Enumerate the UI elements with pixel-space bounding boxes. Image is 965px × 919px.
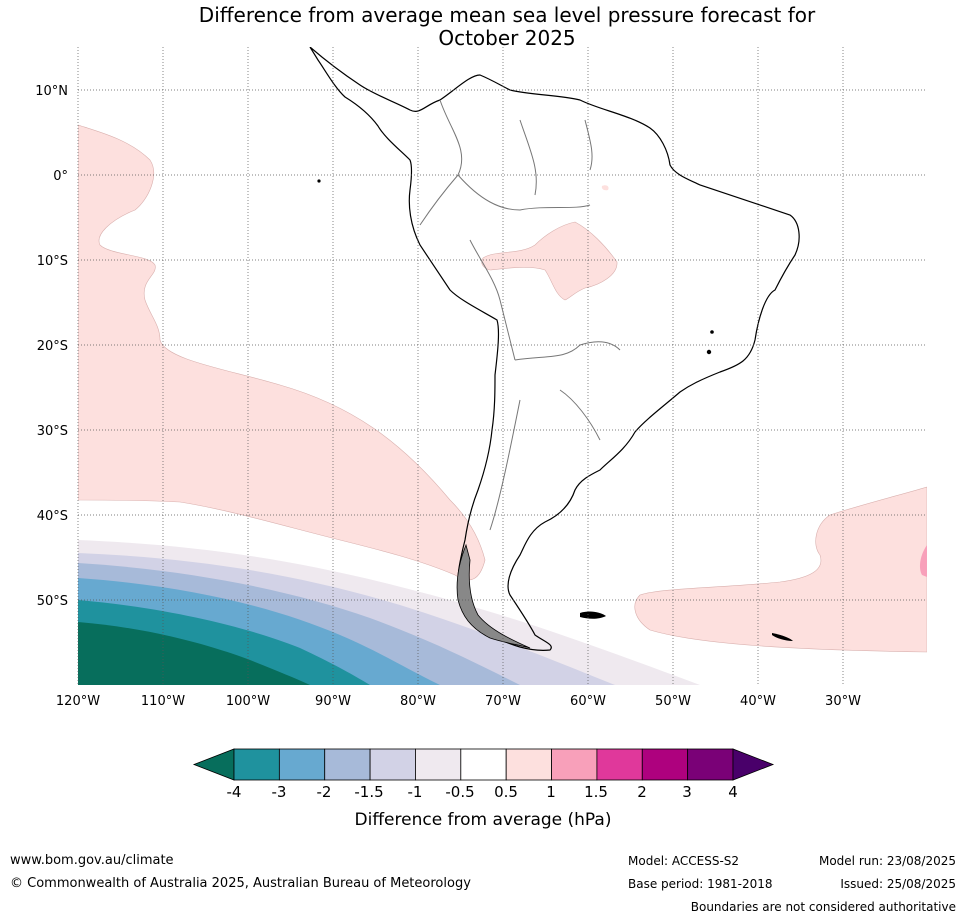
latitude-labels: 10°N 0° 10°S 20°S 30°S 40°S 50°S xyxy=(35,84,68,609)
colorbar-segment xyxy=(551,748,598,781)
lon-label: 50°W xyxy=(655,694,691,709)
band-pos-east-core xyxy=(919,545,927,577)
patagonia-archipelago xyxy=(456,543,531,649)
colorbar-segment xyxy=(641,748,689,781)
lat-label: 0° xyxy=(53,169,68,184)
colorbar-extend-low xyxy=(192,748,235,781)
title-line-1: Difference from average mean sea level p… xyxy=(198,3,816,27)
lon-label: 60°W xyxy=(570,694,606,709)
colorbar-tick: 3 xyxy=(682,783,692,801)
colorbar-tick: 2 xyxy=(637,783,647,801)
band-pos-amazon xyxy=(481,221,618,301)
lat-label: 10°N xyxy=(35,84,68,99)
colorbar-segment xyxy=(460,748,507,781)
colorbar-segment xyxy=(324,748,371,781)
country-borders xyxy=(419,99,621,531)
colorbar-segment xyxy=(687,748,734,781)
lon-label: 100°W xyxy=(226,694,270,709)
south-america-outline xyxy=(309,47,800,651)
lon-label: 80°W xyxy=(400,694,436,709)
colorbar-tick: 1 xyxy=(546,783,556,801)
colorbar-legend xyxy=(192,748,775,781)
boundaries-disclaimer: Boundaries are not considered authoritat… xyxy=(690,900,956,914)
colorbar-segment xyxy=(505,748,552,781)
longitude-labels: 120°W 110°W 100°W 90°W 80°W 70°W 60°W 50… xyxy=(56,694,861,709)
lat-label: 10°S xyxy=(37,254,68,269)
band-pos-west xyxy=(78,124,486,581)
lon-label: 110°W xyxy=(141,694,185,709)
colorbar-segment xyxy=(596,748,643,781)
band-pos-east xyxy=(634,486,927,653)
colorbar-tick: -1 xyxy=(408,783,423,801)
colorbar-tick-labels: -4 -3 -2 -1.5 -1 -0.5 0.5 1 1.5 2 3 4 xyxy=(227,783,738,801)
colorbar-segment xyxy=(278,748,326,781)
colorbar-tick: -2 xyxy=(317,783,332,801)
colorbar-segment xyxy=(415,748,462,781)
title-line-2: October 2025 xyxy=(438,26,576,50)
lon-label: 40°W xyxy=(740,694,776,709)
lat-label: 30°S xyxy=(37,424,68,439)
lon-label: 30°W xyxy=(825,694,861,709)
band-neg-4 xyxy=(78,622,310,685)
issued-date: Issued: 25/08/2025 xyxy=(840,877,956,891)
colorbar-segment xyxy=(233,748,280,781)
band-pos-small xyxy=(601,185,609,191)
lon-label: 90°W xyxy=(315,694,351,709)
anomaly-shading xyxy=(78,47,927,685)
colorbar-segment xyxy=(369,748,416,781)
colorbar-title: Difference from average (hPa) xyxy=(355,810,612,830)
base-period: Base period: 1981-2018 xyxy=(628,877,773,891)
copyright-notice: © Commonwealth of Australia 2025, Austra… xyxy=(10,876,471,891)
lat-label: 50°S xyxy=(37,594,68,609)
lon-label: 120°W xyxy=(56,694,100,709)
lat-label: 40°S xyxy=(37,509,68,524)
colorbar-tick: -4 xyxy=(227,783,242,801)
colorbar-tick: -3 xyxy=(272,783,287,801)
model-name: Model: ACCESS-S2 xyxy=(628,854,740,868)
colorbar-tick: 4 xyxy=(728,783,738,801)
model-run-date: Model run: 23/08/2025 xyxy=(818,854,956,868)
lat-label: 20°S xyxy=(37,339,68,354)
colorbar-tick: -0.5 xyxy=(445,783,474,801)
map-title: Difference from average mean sea level p… xyxy=(0,4,965,50)
gridlines xyxy=(77,47,927,685)
colorbar-extend-high xyxy=(732,748,775,781)
colorbar-tick: 1.5 xyxy=(584,783,608,801)
lon-label: 70°W xyxy=(485,694,521,709)
islands xyxy=(317,179,793,641)
colorbar-tick: 0.5 xyxy=(494,783,518,801)
colorbar-tick: -1.5 xyxy=(354,783,383,801)
site-url[interactable]: www.bom.gov.au/climate xyxy=(10,853,174,868)
